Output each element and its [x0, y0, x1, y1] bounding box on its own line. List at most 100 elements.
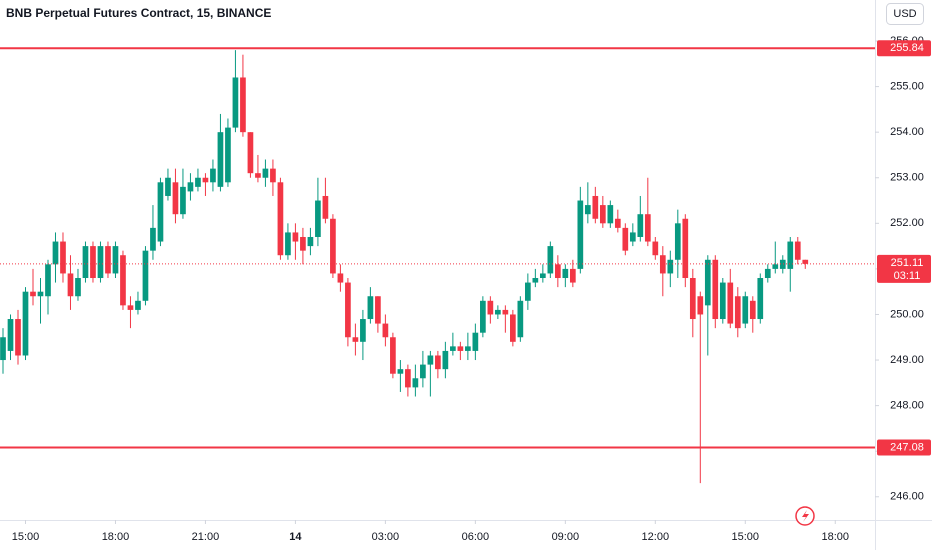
candle-body: [277, 182, 284, 256]
candle-body: [67, 273, 74, 297]
last-price-label: 251.11: [891, 257, 924, 269]
candle-body: [734, 296, 741, 329]
candle-body: [502, 309, 509, 315]
candle-body: [262, 168, 269, 178]
candle-body: [247, 132, 254, 174]
candle-body: [450, 346, 456, 351]
candle-body: [7, 319, 14, 351]
candle-body: [697, 296, 704, 315]
candle-body: [97, 246, 104, 279]
candle-body: [390, 337, 396, 374]
y-tick-label: 246.00: [890, 491, 924, 503]
candle-body: [382, 323, 389, 338]
candle-body: [457, 346, 464, 351]
candle-body: [517, 300, 524, 338]
candle-body: [82, 246, 89, 279]
candle-body: [315, 200, 321, 237]
candle-body: [614, 218, 621, 228]
candle-body: [367, 296, 374, 320]
candle-body: [397, 369, 404, 374]
candle-body: [465, 346, 471, 351]
last-price-badge: [877, 254, 931, 283]
horizontal-line-badge: [877, 439, 931, 456]
candle-body: [255, 173, 261, 178]
candle-body: [120, 255, 126, 306]
candle-body: [52, 241, 59, 265]
currency-button[interactable]: [886, 3, 924, 25]
candle-body: [644, 214, 651, 242]
y-tick-label: 254.00: [890, 126, 924, 138]
x-tick-label: 14: [289, 531, 302, 543]
y-tick-label: 253.00: [890, 172, 924, 184]
candle-body: [674, 223, 681, 260]
candle-body: [412, 378, 419, 388]
candle-body: [352, 337, 359, 342]
candle-body: [592, 195, 599, 219]
candle-body: [210, 168, 216, 183]
candle-body: [742, 296, 749, 324]
candle-body: [0, 337, 6, 361]
candle-body: [150, 227, 156, 251]
candle-body: [525, 282, 531, 301]
y-tick-label: 250.00: [890, 308, 924, 320]
candle-body: [157, 182, 164, 242]
candle-body: [180, 186, 186, 215]
candle-body: [217, 132, 224, 187]
candle-body: [330, 218, 336, 274]
candle-body: [547, 246, 554, 274]
y-tick-label: 248.00: [890, 400, 924, 412]
chart-title: BNB Perpetual Futures Contract, 15, BINA…: [6, 6, 271, 20]
candle-body: [322, 195, 329, 219]
candle-body: [165, 177, 171, 196]
y-tick-label: 249.00: [890, 354, 924, 366]
candle-body: [794, 241, 801, 260]
candle-body: [22, 291, 29, 356]
candle-body: [285, 232, 291, 256]
x-tick-label: 21:00: [192, 531, 220, 543]
candle-body: [569, 268, 576, 283]
candle-body: [480, 300, 486, 333]
candle-body: [562, 268, 569, 279]
candle-body: [360, 319, 366, 342]
candle-body: [105, 246, 111, 274]
x-tick-label: 12:00: [642, 531, 670, 543]
x-tick-label: 06:00: [462, 531, 490, 543]
x-tick-label: 18:00: [821, 531, 849, 543]
candle-body: [532, 278, 539, 283]
candle-body: [487, 300, 494, 315]
candle-body: [127, 305, 134, 310]
candle-body: [90, 246, 96, 279]
candle-body: [300, 236, 306, 251]
candle-body: [802, 259, 809, 264]
candle-body: [225, 127, 231, 183]
horizontal-line-label: 247.08: [890, 441, 924, 453]
candle-body: [60, 241, 66, 274]
candle-body: [442, 350, 449, 370]
alert-icon[interactable]: [795, 506, 815, 526]
currency-label[interactable]: USD: [893, 8, 916, 20]
y-tick-label: 255.00: [890, 80, 924, 92]
candle-body: [142, 250, 149, 301]
x-tick-label: 18:00: [102, 531, 130, 543]
candle-body: [712, 259, 719, 320]
candle-body: [659, 255, 666, 274]
candle-body: [420, 364, 426, 379]
candle-body: [495, 309, 501, 315]
candle-body: [757, 278, 764, 320]
candle-body: [689, 278, 696, 320]
candle-body: [307, 236, 314, 247]
candle-body: [637, 214, 644, 237]
candle-body: [539, 273, 546, 279]
candle-body: [719, 282, 726, 320]
candle-body: [187, 182, 194, 192]
x-tick-label: 15:00: [732, 531, 760, 543]
candle-body: [667, 259, 674, 274]
candle-body: [37, 291, 44, 297]
candle-body: [240, 77, 246, 133]
candle-body: [337, 273, 344, 283]
candle-body: [749, 300, 756, 320]
candle-body: [727, 282, 734, 324]
candle-body: [682, 218, 689, 279]
